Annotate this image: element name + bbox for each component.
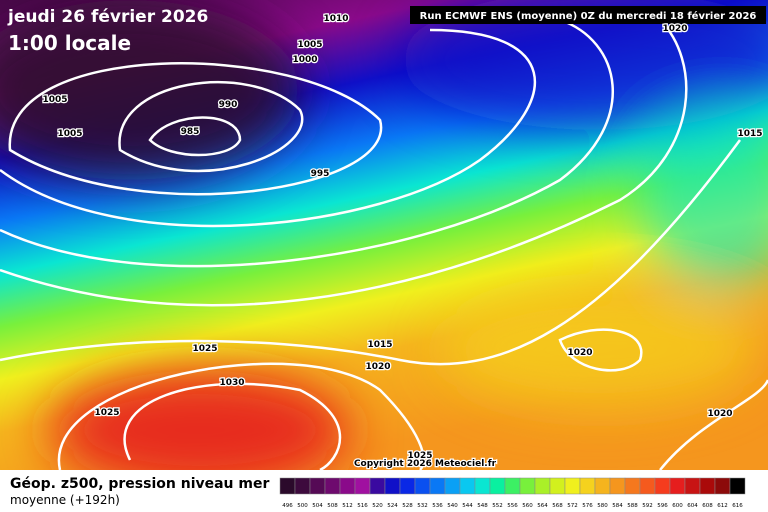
isobar-label: 1020 xyxy=(662,24,687,34)
isobar-label: 1005 xyxy=(42,95,67,105)
legend-swatch xyxy=(534,477,551,495)
legend-label: 544 xyxy=(462,503,473,509)
legend-swatch xyxy=(294,477,311,495)
isobar-label: 1030 xyxy=(219,378,244,388)
legend-swatch xyxy=(429,477,446,495)
isobar-label: 1010 xyxy=(323,14,348,24)
legend-swatch xyxy=(324,477,341,495)
isobars xyxy=(0,18,768,472)
legend-label: 540 xyxy=(447,503,458,509)
forecast-date: jeudi 26 février 2026 xyxy=(7,7,208,27)
legend-swatch xyxy=(654,477,671,495)
legend-swatch xyxy=(354,477,371,495)
legend-swatch xyxy=(369,477,386,495)
legend-label: 512 xyxy=(342,503,353,509)
legend-label: 524 xyxy=(387,503,398,509)
legend-label: 564 xyxy=(537,503,548,509)
legend-swatch xyxy=(519,477,536,495)
legend-swatch xyxy=(594,477,611,495)
legend-label: 496 xyxy=(282,503,293,509)
legend-label: 600 xyxy=(672,503,683,509)
legend-label: 504 xyxy=(312,503,323,509)
legend-swatch xyxy=(474,477,491,495)
copyright: Copyright 2026 Meteociel.fr xyxy=(354,459,497,469)
legend-swatch xyxy=(564,477,581,495)
isobar-label: 1015 xyxy=(367,340,392,350)
isobar-label: 1025 xyxy=(192,344,217,354)
legend-label: 560 xyxy=(522,503,533,509)
legend-swatch xyxy=(684,477,701,495)
run-box xyxy=(410,6,766,24)
run-info: Run ECMWF ENS (moyenne) 0Z du mercredi 1… xyxy=(420,10,757,22)
forecast-time: 1:00 locale xyxy=(8,31,131,55)
isobar-label: 1025 xyxy=(94,408,119,418)
color-legend: 496 500 504 508 512 516 520 524 528 532 536 540 544 5… xyxy=(279,477,746,509)
legend-swatch xyxy=(309,477,326,495)
legend-swatch xyxy=(729,477,746,495)
isobar-label: 990 xyxy=(219,100,238,110)
legend-swatch xyxy=(609,477,626,495)
legend-label: 500 xyxy=(297,503,308,509)
legend-label: 608 xyxy=(702,503,713,509)
legend-label: 532 xyxy=(417,503,428,509)
legend-label: 568 xyxy=(552,503,563,509)
legend-swatch xyxy=(399,477,416,495)
isobar-label: 1020 xyxy=(567,348,592,358)
legend-swatch xyxy=(549,477,566,495)
isobar-label: 1020 xyxy=(365,362,390,372)
isobar-label: 985 xyxy=(181,127,200,137)
legend-swatch xyxy=(714,477,731,495)
legend-label: 596 xyxy=(657,503,668,509)
legend-swatch xyxy=(384,477,401,495)
footer-title: Géop. z500, pression niveau mer xyxy=(10,476,269,492)
legend-swatch xyxy=(639,477,656,495)
legend-label: 548 xyxy=(477,503,488,509)
isobar-label: 1015 xyxy=(737,129,762,139)
legend-swatch xyxy=(489,477,506,495)
field-shading xyxy=(0,0,768,490)
legend-label: 592 xyxy=(642,503,653,509)
legend-label: 580 xyxy=(597,503,608,509)
legend-label: 528 xyxy=(402,503,413,509)
footer-subtitle: moyenne (+192h) xyxy=(10,493,120,507)
legend-swatch xyxy=(699,477,716,495)
legend-swatch xyxy=(624,477,641,495)
isobar-label: 1025 xyxy=(407,451,432,461)
isobar-label: 1000 xyxy=(292,55,317,65)
legend-label: 552 xyxy=(492,503,503,509)
legend-label: 516 xyxy=(357,503,368,509)
legend-label: 520 xyxy=(372,503,383,509)
isobar-label: 1005 xyxy=(57,129,82,139)
legend-swatch xyxy=(579,477,596,495)
legend-label: 508 xyxy=(327,503,338,509)
legend-swatch xyxy=(669,477,686,495)
legend-label: 576 xyxy=(582,503,593,509)
legend-label: 604 xyxy=(687,503,698,509)
legend-label: 556 xyxy=(507,503,518,509)
legend-swatch xyxy=(414,477,431,495)
legend-label: 584 xyxy=(612,503,623,509)
legend-label: 588 xyxy=(627,503,638,509)
legend-label: 572 xyxy=(567,503,578,509)
legend-swatch xyxy=(339,477,356,495)
legend-swatch xyxy=(504,477,521,495)
isobar-labels: 1010 1005 1000 1005 1005 990 985 995 1015 1020 102… xyxy=(41,13,764,463)
legend-swatch xyxy=(279,477,296,495)
legend-label: 612 xyxy=(717,503,728,509)
isobar-label: 995 xyxy=(311,169,330,179)
isobar-label: 1020 xyxy=(707,409,732,419)
legend-label: 616 xyxy=(732,503,743,509)
isobar-label: 1005 xyxy=(297,40,322,50)
legend-swatch xyxy=(444,477,461,495)
legend-swatch xyxy=(459,477,476,495)
legend-label: 536 xyxy=(432,503,443,509)
